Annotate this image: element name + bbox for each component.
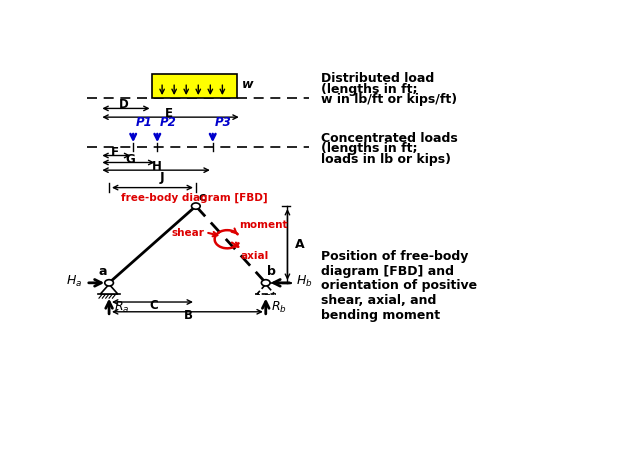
Text: F: F [111, 145, 119, 159]
Text: bending moment: bending moment [321, 309, 440, 322]
Text: D: D [119, 98, 128, 111]
Text: C: C [149, 299, 158, 312]
Circle shape [261, 280, 270, 286]
Text: shear: shear [171, 228, 204, 238]
Text: loads in lb or kips): loads in lb or kips) [321, 153, 451, 165]
Text: B: B [184, 309, 193, 322]
Text: c: c [199, 191, 206, 204]
Text: H: H [152, 160, 162, 173]
Text: free-body diagram [FBD]: free-body diagram [FBD] [121, 192, 267, 202]
Bar [152, 73, 237, 98]
Text: Concentrated loads: Concentrated loads [321, 131, 458, 145]
Text: w: w [242, 77, 253, 91]
Text: w in lb/ft or kips/ft): w in lb/ft or kips/ft) [321, 93, 457, 106]
Text: Position of free-body: Position of free-body [321, 250, 468, 263]
Text: (lengths in ft;: (lengths in ft; [321, 142, 418, 155]
Circle shape [192, 203, 200, 209]
Text: shear, axial, and: shear, axial, and [321, 294, 437, 307]
Text: axial: axial [241, 251, 269, 261]
Polygon shape [257, 284, 274, 294]
Text: P2: P2 [160, 116, 177, 130]
Text: (lengths in ft;: (lengths in ft; [321, 83, 418, 96]
Text: $R_a$: $R_a$ [114, 300, 129, 315]
Text: P3: P3 [215, 116, 232, 130]
Text: b: b [267, 265, 276, 278]
Polygon shape [100, 284, 118, 294]
Circle shape [104, 280, 113, 286]
Text: moment: moment [239, 220, 288, 230]
Text: G: G [125, 153, 135, 165]
Text: $R_b$: $R_b$ [271, 300, 286, 315]
Text: diagram [FBD] and: diagram [FBD] and [321, 265, 454, 278]
Text: $H_b$: $H_b$ [295, 274, 312, 289]
Text: J: J [160, 171, 164, 184]
Text: E: E [165, 107, 174, 120]
Text: $H_a$: $H_a$ [67, 274, 83, 289]
Text: orientation of positive: orientation of positive [321, 280, 477, 293]
Text: P1: P1 [136, 116, 152, 130]
Text: A: A [295, 238, 304, 251]
Text: Distributed load: Distributed load [321, 72, 434, 85]
Text: a: a [99, 265, 107, 278]
